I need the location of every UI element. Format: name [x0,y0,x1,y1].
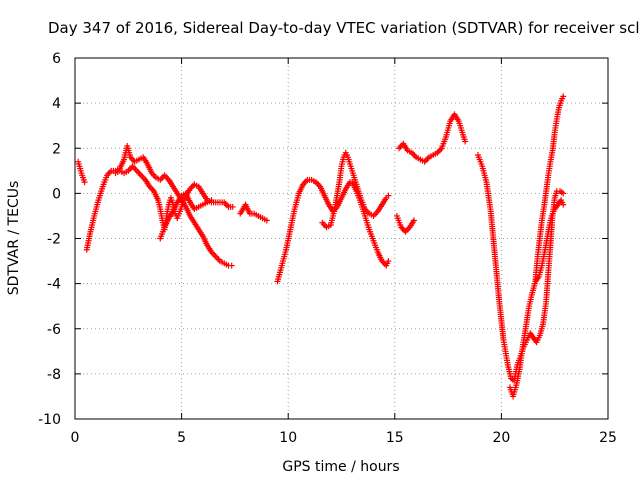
x-tick-label: 10 [279,430,297,446]
series-7 [319,149,392,231]
series-12 [532,93,567,283]
series-5 [237,201,270,224]
data-point [410,217,417,224]
chart-title: Day 347 of 2016, Sidereal Day-to-day VTE… [48,19,640,37]
data-point [560,190,567,197]
series-1 [75,158,88,186]
data-point [560,201,567,208]
y-axis-label: SDTVAR / TECUs [6,181,22,296]
x-tick-label: 15 [386,430,404,446]
y-tick-label: 2 [52,141,61,157]
series-8 [393,212,417,235]
x-tick-label: 5 [177,430,186,446]
data-point [208,197,215,204]
series-3 [112,163,236,233]
y-tick-label: -4 [47,277,61,293]
data-point [263,217,270,224]
grid-lines [75,58,608,419]
axis-ticks: 0 5 10 15 20 25 -10 -8 -6 -4 -2 0 2 4 6 [38,51,617,446]
series-9 [396,111,469,165]
data-point [228,262,235,269]
data-point [462,138,469,145]
x-tick-label: 20 [492,430,510,446]
series-10 [474,152,567,384]
series-4 [157,190,215,242]
series-11 [506,197,567,400]
y-tick-label: 6 [52,51,61,67]
y-tick-label: -8 [47,367,61,383]
x-tick-label: 25 [599,430,617,446]
data-point [560,93,567,100]
plot-frame [74,57,609,420]
data-point [81,179,88,186]
y-tick-label: 0 [52,186,61,202]
data-point [229,203,236,210]
data-point [385,192,392,199]
y-tick-label: -10 [38,412,61,428]
x-tick-label: 0 [71,430,80,446]
y-tick-label: -2 [47,232,61,248]
data-points [75,93,567,400]
y-tick-label: 4 [52,96,61,112]
series-6 [274,176,392,285]
y-tick-label: -6 [47,322,61,338]
x-axis-label: GPS time / hours [282,459,399,475]
data-point [385,258,392,265]
